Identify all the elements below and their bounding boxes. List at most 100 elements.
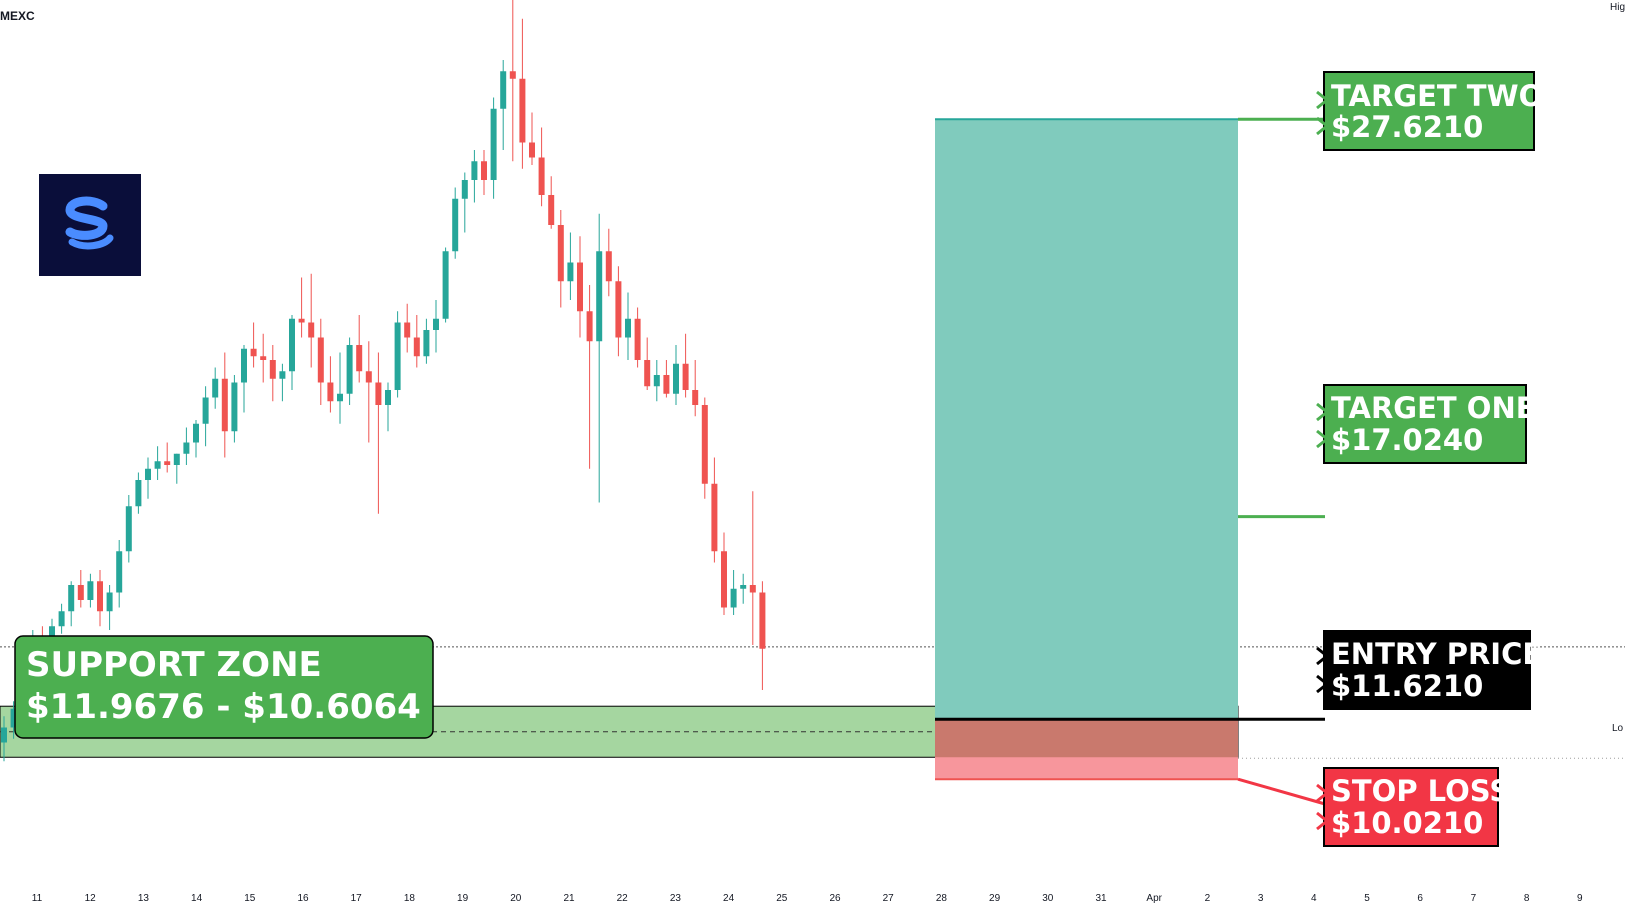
target-one-price: $17.0240 bbox=[1331, 423, 1483, 457]
candle-body bbox=[682, 363, 689, 390]
candle-body bbox=[125, 506, 132, 552]
candle-body bbox=[337, 393, 343, 402]
candle-body bbox=[241, 348, 247, 383]
candle-body bbox=[97, 581, 103, 612]
x-tick-label: 15 bbox=[244, 893, 256, 904]
candle-body bbox=[154, 461, 161, 469]
candle-body bbox=[481, 161, 487, 180]
x-tick-label: 23 bbox=[670, 893, 682, 904]
x-tick-label: 7 bbox=[1471, 893, 1477, 904]
x-tick-label: 13 bbox=[138, 893, 150, 904]
entry-price-label: ENTRY PRICE $11.6210 bbox=[1238, 630, 1542, 721]
candle-body bbox=[106, 592, 113, 612]
candle-body bbox=[759, 592, 766, 649]
target-two-label: TARGET TWO $27.6210 bbox=[1238, 71, 1543, 151]
low-corner-label: Lo bbox=[1612, 723, 1624, 734]
candle-body bbox=[385, 390, 391, 405]
logo bbox=[39, 174, 141, 276]
x-tick-label: 5 bbox=[1364, 893, 1370, 904]
candle-body bbox=[68, 585, 75, 612]
candle-body bbox=[279, 371, 286, 379]
candle-body bbox=[548, 195, 555, 225]
stop-loss-label: STOP LOSS $10.0210 bbox=[1237, 767, 1510, 847]
stop-loss-title: STOP LOSS bbox=[1331, 774, 1510, 808]
candle-body bbox=[509, 71, 516, 79]
candle-body bbox=[442, 251, 449, 319]
candle-body bbox=[327, 382, 334, 402]
entry-price-title: ENTRY PRICE bbox=[1331, 637, 1542, 671]
candle-body bbox=[577, 262, 583, 312]
candle-body bbox=[250, 348, 257, 357]
candle-body bbox=[625, 318, 631, 338]
candle-body bbox=[433, 318, 439, 330]
candle-body bbox=[183, 442, 190, 454]
candle-body bbox=[529, 142, 535, 158]
x-tick-label: 31 bbox=[1095, 893, 1107, 904]
candle-body bbox=[1, 727, 7, 743]
candle-body bbox=[711, 483, 718, 552]
candle-body bbox=[308, 322, 315, 338]
x-tick-label: 19 bbox=[457, 893, 469, 904]
candle-body bbox=[500, 71, 507, 109]
candle-body bbox=[605, 251, 612, 282]
x-tick-label: 12 bbox=[85, 893, 97, 904]
candle-body bbox=[423, 330, 430, 357]
candle-body bbox=[519, 78, 526, 143]
candle-body bbox=[145, 468, 151, 480]
x-tick-label: 26 bbox=[829, 893, 841, 904]
x-tick-label: 6 bbox=[1417, 893, 1423, 904]
entry-price-value: $11.6210 bbox=[1331, 669, 1483, 703]
logo-wave-icon bbox=[65, 196, 108, 240]
candle-body bbox=[663, 375, 670, 394]
candle-body bbox=[740, 585, 747, 589]
candle-body bbox=[413, 337, 420, 357]
x-tick-label: 4 bbox=[1311, 893, 1317, 904]
x-tick-label: Apr bbox=[1146, 893, 1162, 904]
target-two-title: TARGET TWO bbox=[1331, 79, 1543, 113]
target-one-title: TARGET ONE bbox=[1331, 391, 1536, 425]
candle-body bbox=[173, 453, 180, 465]
candle-body bbox=[346, 345, 353, 394]
candle-body bbox=[87, 581, 94, 600]
candle-body bbox=[644, 360, 651, 387]
candle-body bbox=[116, 551, 123, 593]
candle-body bbox=[452, 198, 459, 252]
candle-body bbox=[692, 390, 699, 405]
candle-body bbox=[260, 356, 267, 360]
x-tick-label: 18 bbox=[404, 893, 416, 904]
candle-body bbox=[298, 318, 305, 323]
candle-body bbox=[634, 318, 641, 360]
candle-body bbox=[375, 382, 382, 405]
x-tick-label: 22 bbox=[617, 893, 629, 904]
candle-body bbox=[730, 588, 737, 608]
support-zone-label: SUPPORT ZONE $11.9676 - $10.6064 bbox=[14, 635, 434, 739]
x-axis-ticks: 11 12 13 14 15 16 17 18 19 20 21 22 23 24 25 26 27 28 29 30… bbox=[32, 893, 1583, 904]
x-tick-label: 2 bbox=[1205, 893, 1211, 904]
target-zone bbox=[935, 119, 1238, 720]
candle-body bbox=[77, 585, 84, 600]
candle-body bbox=[317, 337, 324, 383]
x-tick-label: 25 bbox=[776, 893, 788, 904]
candle-body bbox=[394, 322, 401, 390]
candle-body bbox=[231, 382, 238, 432]
x-tick-label: 3 bbox=[1258, 893, 1264, 904]
x-tick-label: 11 bbox=[32, 893, 43, 904]
candle-body bbox=[269, 360, 276, 379]
candle-body bbox=[135, 480, 142, 507]
candle-body bbox=[490, 108, 497, 180]
candle-body bbox=[365, 371, 372, 383]
zone-overlap bbox=[935, 719, 1238, 758]
target-two-price: $27.6210 bbox=[1331, 110, 1483, 144]
candle-body bbox=[164, 461, 171, 465]
candle-body bbox=[289, 318, 295, 372]
x-tick-label: 8 bbox=[1524, 893, 1530, 904]
x-tick-label: 21 bbox=[563, 893, 575, 904]
candle-body bbox=[538, 157, 545, 195]
candle-body bbox=[653, 375, 660, 387]
candle-body bbox=[673, 363, 679, 394]
candle-body bbox=[749, 585, 756, 593]
x-tick-label: 14 bbox=[191, 893, 203, 904]
stop-loss-price: $10.0210 bbox=[1331, 806, 1483, 840]
x-tick-label: 29 bbox=[989, 893, 1001, 904]
candle-body bbox=[221, 378, 228, 432]
